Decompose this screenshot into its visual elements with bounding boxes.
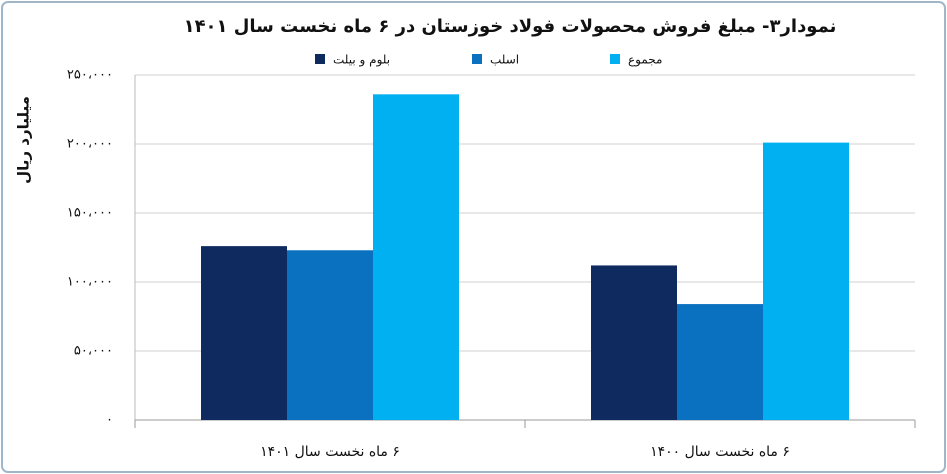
bar [763, 142, 849, 420]
bar [591, 265, 677, 420]
legend-swatch [472, 54, 482, 64]
y-tick-label: ۰ [106, 413, 113, 428]
legend-swatch [610, 54, 620, 64]
bar [201, 246, 287, 420]
legend-label: اسلب [490, 53, 519, 67]
legend-label: بلوم و بیلت [333, 53, 390, 68]
x-tick-label: ۶ ماه نخست سال ۱۴۰۱ [260, 444, 400, 460]
y-tick-label: ۱۵۰،۰۰۰ [67, 206, 113, 221]
legend-swatch [315, 54, 325, 64]
chart-title: نمودار۳- مبلغ فروش محصولات فولاد خوزستان… [184, 16, 837, 37]
bar [677, 304, 763, 420]
x-tick-label: ۶ ماه نخست سال ۱۴۰۰ [650, 444, 790, 460]
y-tick-label: ۵۰،۰۰۰ [74, 344, 113, 359]
legend-label: مجموع [628, 53, 662, 68]
y-tick-label: ۲۵۰،۰۰۰ [67, 68, 113, 83]
y-tick-label: ۱۰۰،۰۰۰ [67, 275, 113, 290]
bar [287, 250, 373, 420]
y-axis-label: میلیارد ریال [15, 96, 33, 184]
y-tick-label: ۲۰۰،۰۰۰ [67, 137, 113, 152]
bar [373, 94, 459, 420]
